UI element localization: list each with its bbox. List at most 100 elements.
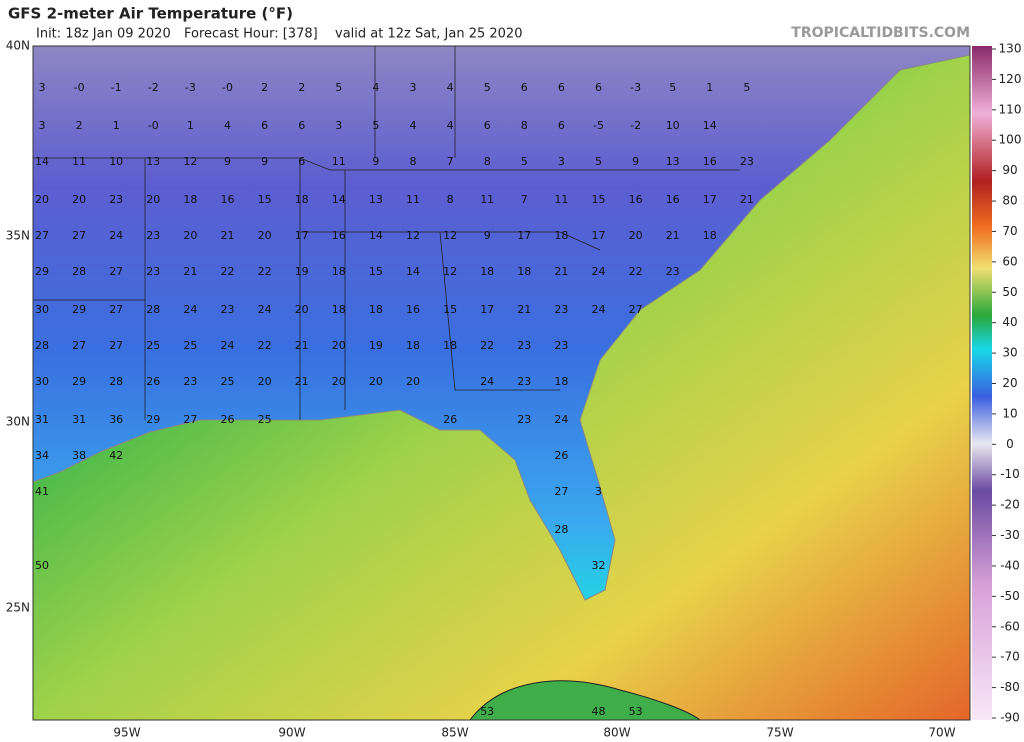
station-temp: 4 — [410, 119, 417, 132]
station-temp: 20 — [406, 375, 420, 388]
colorbar-label: 70 — [1002, 224, 1017, 238]
station-temp: 28 — [35, 339, 49, 352]
station-temp: 3 — [39, 81, 46, 94]
station-temp: 5 — [595, 155, 602, 168]
colorbar-label: 0 — [1006, 437, 1014, 451]
station-temp: 17 — [592, 229, 606, 242]
station-temp: 38 — [72, 449, 86, 462]
station-temp: 16 — [221, 193, 235, 206]
state-borders — [33, 46, 740, 420]
station-temp: 23 — [740, 155, 754, 168]
station-temp: 7 — [521, 193, 528, 206]
station-temp: 12 — [406, 229, 420, 242]
station-temp: 9 — [632, 155, 639, 168]
station-temp: 24 — [109, 229, 123, 242]
station-temp: 23 — [146, 265, 160, 278]
station-temp: 2 — [261, 81, 268, 94]
station-temp: 14 — [332, 193, 346, 206]
station-temp: 53 — [629, 705, 643, 718]
station-temp: 6 — [298, 155, 305, 168]
station-temp: 6 — [595, 81, 602, 94]
station-temp: -1 — [111, 81, 122, 94]
lat-label: 30N — [6, 415, 30, 429]
station-temp: 18 — [554, 229, 568, 242]
station-temp: 20 — [72, 193, 86, 206]
colorbar-label: 120 — [999, 72, 1022, 86]
station-temp: 20 — [258, 375, 272, 388]
valid-time: valid at 12z Sat, Jan 25 2020 — [335, 27, 522, 42]
station-temp: 20 — [332, 339, 346, 352]
station-temp: -0 — [74, 81, 85, 94]
station-temp: 27 — [109, 339, 123, 352]
station-temp: 18 — [332, 265, 346, 278]
lon-label: 85W — [441, 726, 468, 740]
station-temp: 20 — [332, 375, 346, 388]
station-temp: 20 — [35, 193, 49, 206]
station-temp: 18 — [517, 265, 531, 278]
station-temp: 23 — [517, 413, 531, 426]
station-temp: 21 — [221, 229, 235, 242]
station-temp: 4 — [447, 81, 454, 94]
station-temp: 30 — [35, 375, 49, 388]
forecast-hour: Forecast Hour: [378] — [184, 27, 318, 42]
colorbar-label: 30 — [1002, 346, 1017, 360]
station-temp: 4 — [224, 119, 231, 132]
station-temp: 2 — [298, 81, 305, 94]
init: Init: 18z Jan 09 2020 — [36, 27, 171, 42]
station-temp: 41 — [35, 485, 49, 498]
lon-label: 95W — [113, 726, 140, 740]
station-temp: 18 — [480, 265, 494, 278]
colorbar-label: 100 — [999, 133, 1022, 147]
station-temp: 9 — [261, 155, 268, 168]
station-temp: 3 — [558, 155, 565, 168]
station-temp: 29 — [72, 375, 86, 388]
station-temp: 11 — [406, 193, 420, 206]
station-temp: 18 — [554, 375, 568, 388]
station-temp: -3 — [630, 81, 641, 94]
station-temp: 8 — [447, 193, 454, 206]
station-temp: 9 — [372, 155, 379, 168]
station-temp: 27 — [554, 485, 568, 498]
station-temp: -2 — [630, 119, 641, 132]
colorbar-label: 60 — [1002, 254, 1017, 268]
station-temp: 22 — [221, 265, 235, 278]
station-temp: 16 — [703, 155, 717, 168]
station-temp: 28 — [72, 265, 86, 278]
station-temp: 34 — [35, 449, 49, 462]
cuba — [468, 680, 702, 721]
station-temp: 23 — [146, 229, 160, 242]
station-temp: 21 — [666, 229, 680, 242]
station-temp: 24 — [592, 265, 606, 278]
station-temp: 28 — [146, 303, 160, 316]
colorbar-label: -70 — [1000, 650, 1020, 664]
colorbar-label: 80 — [1002, 194, 1017, 208]
station-temp: 22 — [258, 265, 272, 278]
colorbar-label: 20 — [1002, 376, 1017, 390]
lat-label: 25N — [6, 601, 30, 615]
station-temp: 1 — [113, 119, 120, 132]
station-temp: 27 — [183, 413, 197, 426]
station-temp: 18 — [332, 303, 346, 316]
station-temp: 17 — [480, 303, 494, 316]
colorbar-label: -90 — [1000, 711, 1020, 725]
station-temp: 25 — [221, 375, 235, 388]
station-temp: 15 — [443, 303, 457, 316]
lon-label: 70W — [928, 726, 955, 740]
station-temp: 22 — [480, 339, 494, 352]
station-temp: 26 — [554, 449, 568, 462]
station-temp: 20 — [146, 193, 160, 206]
station-temp: -5 — [593, 119, 604, 132]
lat-label: 35N — [6, 229, 30, 243]
station-temp: 20 — [629, 229, 643, 242]
land — [32, 45, 971, 601]
colorbar-label: 40 — [1002, 315, 1017, 329]
colorbar-label: -50 — [1000, 589, 1020, 603]
station-temp: 15 — [369, 265, 383, 278]
station-temp: 27 — [629, 303, 643, 316]
station-temp: 23 — [666, 265, 680, 278]
station-temp: 6 — [558, 119, 565, 132]
station-temp: 18 — [703, 229, 717, 242]
colorbar-label: -80 — [1000, 680, 1020, 694]
station-temp: 20 — [183, 229, 197, 242]
